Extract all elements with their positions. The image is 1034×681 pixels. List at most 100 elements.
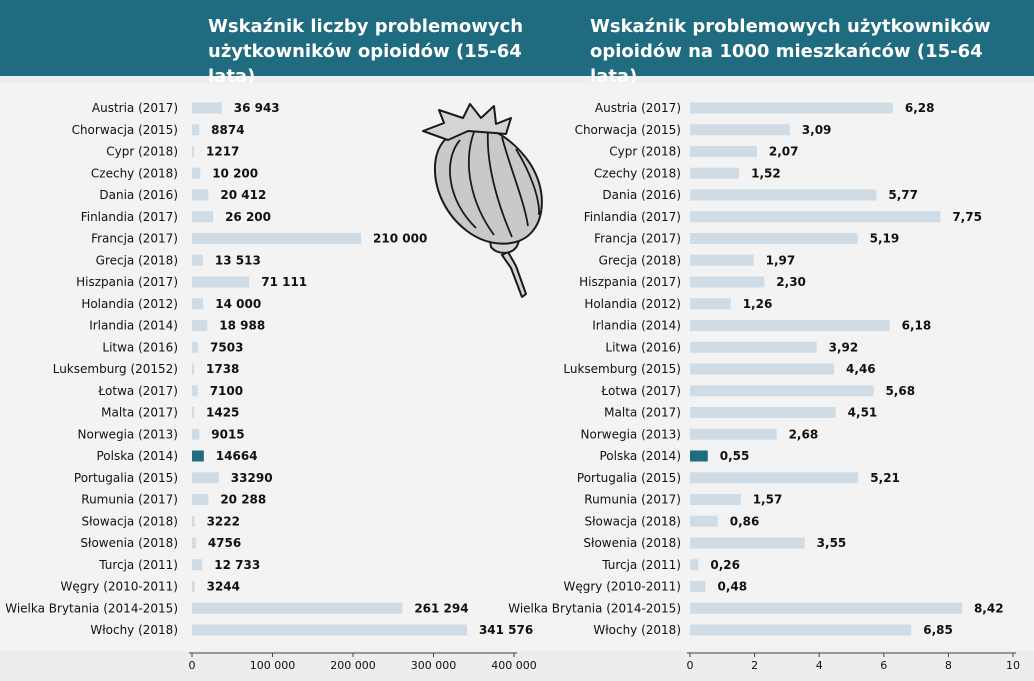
right-value-label: 5,77 xyxy=(888,188,918,202)
left-category-label: Finlandia (2017) xyxy=(81,210,178,224)
right-category-label: Rumunia (2017) xyxy=(584,493,681,507)
right-bar xyxy=(690,537,805,549)
right-category-label: Turcja (2011) xyxy=(601,558,681,572)
right-category-label: Luksemburg (2015) xyxy=(563,362,681,376)
left-value-label: 1425 xyxy=(206,406,239,420)
right-category-label: Litwa (2016) xyxy=(605,340,681,354)
right-category-label: Malta (2017) xyxy=(604,406,681,420)
left-category-label: Łotwa (2017) xyxy=(97,384,178,398)
right-bar xyxy=(690,559,699,571)
right-category-label: Węgry (2010-2011) xyxy=(564,580,682,594)
right-bar xyxy=(690,233,858,244)
right-category-label: Irlandia (2014) xyxy=(592,319,681,333)
left-category-label: Włochy (2018) xyxy=(90,623,178,637)
left-x-tick-label: 400 000 xyxy=(491,659,537,672)
left-value-label: 14664 xyxy=(216,449,258,463)
right-category-label: Holandia (2012) xyxy=(584,297,681,311)
right-value-label: 1,97 xyxy=(766,253,796,267)
right-category-label: Austria (2017) xyxy=(595,101,681,115)
right-bar xyxy=(690,385,874,397)
left-category-label: Dania (2016) xyxy=(99,188,178,202)
right-value-label: 7,75 xyxy=(952,210,982,224)
left-category-label: Wielka Brytania (2014-2015) xyxy=(5,601,178,615)
right-bar xyxy=(690,472,859,484)
right-bar xyxy=(690,363,835,375)
left-bar xyxy=(192,167,201,179)
left-bar xyxy=(192,254,203,266)
left-bar xyxy=(192,341,199,353)
right-value-label: 6,85 xyxy=(923,623,953,637)
left-value-label: 341 576 xyxy=(479,623,533,637)
left-category-label: Litwa (2016) xyxy=(102,340,178,354)
left-category-label: Czechy (2018) xyxy=(91,166,178,180)
left-value-label: 7503 xyxy=(210,340,243,354)
left-category-label: Norwegia (2013) xyxy=(78,427,178,441)
left-bar xyxy=(192,537,196,549)
left-x-tick-label: 300 000 xyxy=(411,659,457,672)
left-category-label: Słowenia (2018) xyxy=(80,536,178,550)
left-bar xyxy=(192,385,198,397)
left-category-label: Luksemburg (20152) xyxy=(53,362,178,376)
right-x-tick-label: 2 xyxy=(751,659,758,672)
right-bar xyxy=(690,494,741,505)
left-value-label: 3222 xyxy=(207,514,240,528)
right-category-label: Czechy (2018) xyxy=(594,166,681,180)
left-bar xyxy=(192,407,194,418)
right-category-label: Finlandia (2017) xyxy=(584,210,681,224)
left-value-label: 36 943 xyxy=(234,101,280,115)
right-category-label: Grecja (2018) xyxy=(599,253,681,267)
right-category-label: Włochy (2018) xyxy=(593,623,681,637)
left-bar xyxy=(192,320,208,331)
left-value-label: 210 000 xyxy=(373,232,427,246)
left-value-label: 3244 xyxy=(207,580,240,594)
left-category-label: Grecja (2018) xyxy=(96,253,178,267)
right-value-label: 0,26 xyxy=(710,558,740,572)
right-value-label: 1,57 xyxy=(753,493,783,507)
right-bar xyxy=(690,146,757,157)
left-value-label: 9015 xyxy=(211,427,244,441)
left-category-label: Węgry (2010-2011) xyxy=(61,580,179,594)
right-bar xyxy=(690,254,754,266)
right-category-label: Słowenia (2018) xyxy=(583,536,681,550)
left-category-label: Francja (2017) xyxy=(91,232,178,246)
left-bar xyxy=(192,515,195,527)
right-value-label: 6,28 xyxy=(905,101,935,115)
right-chart-title: Wskaźnik problemowych użytkowników opioi… xyxy=(590,16,991,87)
right-value-label: 1,52 xyxy=(751,166,781,180)
left-value-label: 4756 xyxy=(208,536,241,550)
left-value-label: 8874 xyxy=(211,123,244,137)
left-x-tick-label: 0 xyxy=(189,659,196,672)
left-value-label: 1217 xyxy=(206,145,239,159)
left-bar xyxy=(192,363,194,375)
right-category-label: Polska (2014) xyxy=(599,449,681,463)
left-category-label: Malta (2017) xyxy=(101,406,178,420)
left-x-tick-label: 100 000 xyxy=(250,659,296,672)
right-bar xyxy=(690,515,718,527)
left-category-label: Irlandia (2014) xyxy=(89,319,178,333)
right-x-tick-label: 8 xyxy=(945,659,952,672)
left-chart-title: Wskaźnik liczby problemowych użytkownikó… xyxy=(208,16,524,87)
right-bar xyxy=(690,581,706,592)
left-category-label: Polska (2014) xyxy=(96,449,178,463)
left-value-label: 18 988 xyxy=(219,319,265,333)
left-x-tick-label: 200 000 xyxy=(330,659,376,672)
right-bar xyxy=(690,320,890,331)
right-bar xyxy=(690,450,708,462)
right-bar xyxy=(690,624,912,636)
left-bar-chart: Austria (2017) 36 943 Chorwacja (2015) 8874… xyxy=(5,101,537,672)
left-bar xyxy=(192,102,222,114)
right-category-label: Portugalia (2015) xyxy=(577,471,681,485)
right-bar xyxy=(690,211,941,223)
right-value-label: 4,46 xyxy=(846,362,876,376)
right-bar xyxy=(690,102,893,114)
right-value-label: 2,68 xyxy=(789,427,819,441)
left-value-label: 1738 xyxy=(206,362,239,376)
right-category-label: Wielka Brytania (2014-2015) xyxy=(508,601,681,615)
right-value-label: 5,19 xyxy=(870,232,900,246)
left-value-label: 33290 xyxy=(231,471,273,485)
right-value-label: 2,07 xyxy=(769,145,799,159)
left-bar xyxy=(192,602,403,614)
right-bar-chart: Austria (2017) 6,28 Chorwacja (2015) 3,09 Cy… xyxy=(508,101,1020,672)
right-bar xyxy=(690,428,777,440)
